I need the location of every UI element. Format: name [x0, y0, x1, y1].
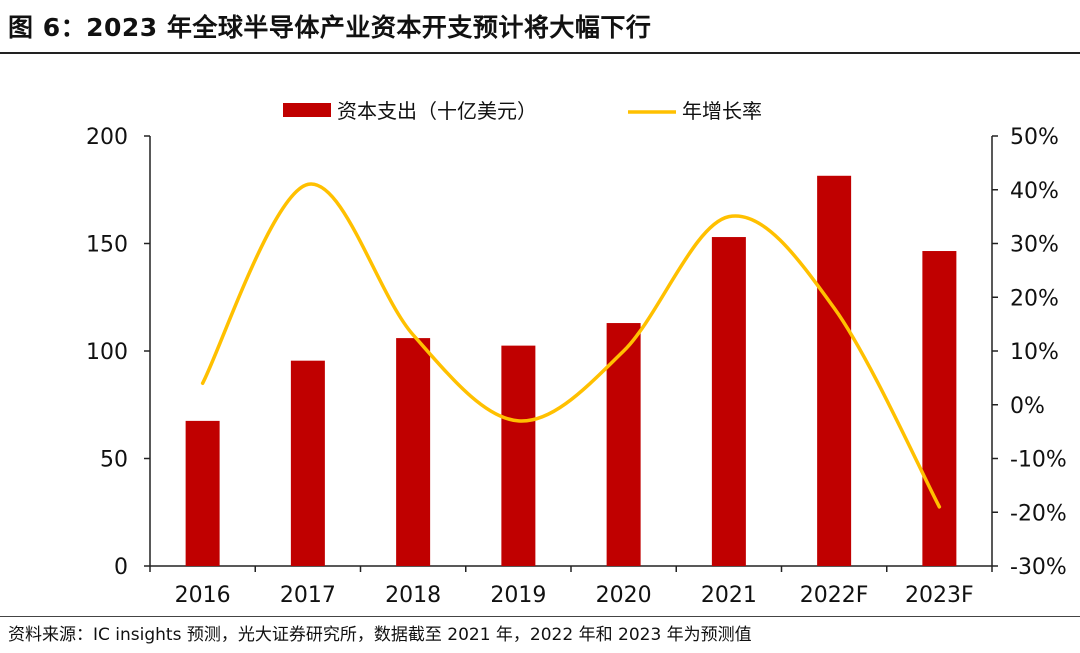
right-tick-label: 10%	[1010, 340, 1059, 365]
right-tick-label: 50%	[1010, 125, 1059, 150]
legend-line-label: 年增长率	[682, 99, 762, 123]
right-tick-label: 30%	[1010, 233, 1059, 258]
x-tick-label: 2023F	[905, 583, 974, 608]
x-tick-label: 2022F	[800, 583, 869, 608]
x-tick-label: 2021	[701, 583, 757, 608]
bar-2017	[290, 360, 325, 566]
x-tick-label: 2018	[385, 583, 441, 608]
legend: 资本支出（十亿美元） 年增长率	[283, 99, 762, 123]
right-tick-label: -20%	[1010, 501, 1067, 526]
right-tick-label: 0%	[1010, 394, 1045, 419]
left-tick-label: 50	[100, 448, 128, 473]
right-tick-label: -10%	[1010, 448, 1067, 473]
bar-2022F	[817, 175, 852, 566]
x-tick-label: 2017	[280, 583, 336, 608]
bar-series	[185, 175, 957, 567]
bar-2023F	[922, 251, 957, 566]
bar-2016	[185, 420, 220, 566]
right-tick-label: -30%	[1010, 555, 1067, 580]
x-tick-label: 2016	[175, 583, 231, 608]
title-divider	[0, 52, 1080, 54]
right-axis-labels: -30% -20% -10% 0% 10% 20% 30% 40% 50%	[1010, 125, 1067, 580]
bar-2019	[501, 345, 536, 566]
source-divider	[0, 616, 1080, 617]
legend-bar-swatch	[283, 103, 331, 117]
x-tick-label: 2020	[596, 583, 652, 608]
bar-2020	[606, 323, 641, 566]
left-axis-labels: 0 50 100 150 200	[86, 125, 128, 580]
bar-2018	[396, 338, 431, 566]
line-series	[200, 182, 942, 509]
left-tick-label: 200	[86, 125, 128, 150]
x-tick-label: 2019	[490, 583, 546, 608]
left-tick-label: 0	[114, 555, 128, 580]
x-axis-labels: 2016 2017 2018 2019 2020 2021 2022F 2023F	[175, 583, 974, 608]
right-tick-label: 40%	[1010, 179, 1059, 204]
bar-2021	[711, 237, 746, 567]
chart-title: 图 6：2023 年全球半导体产业资本开支预计将大幅下行	[8, 13, 652, 42]
legend-bar-label: 资本支出（十亿美元）	[337, 99, 537, 123]
right-tick-label: 20%	[1010, 286, 1059, 311]
source-note: 资料来源：IC insights 预测，光大证券研究所，数据截至 2021 年，…	[8, 625, 752, 645]
left-tick-label: 150	[86, 233, 128, 258]
left-tick-label: 100	[86, 340, 128, 365]
chart-axes	[144, 135, 998, 572]
